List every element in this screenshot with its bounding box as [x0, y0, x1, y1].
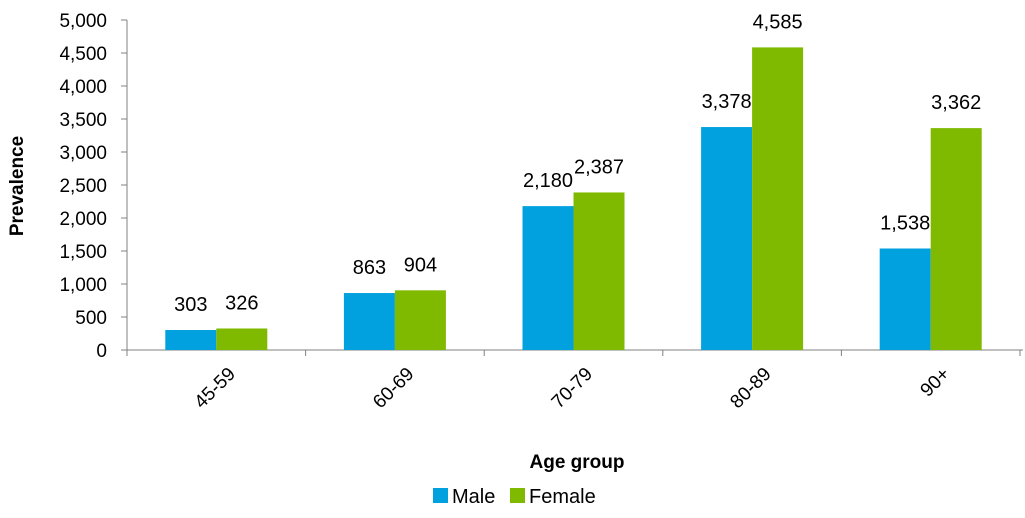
- y-tick-label: 4,000: [59, 77, 107, 98]
- x-tick-label: 90+: [917, 364, 955, 402]
- bar-female-70-79: [573, 192, 625, 350]
- data-label: 303: [174, 294, 207, 316]
- legend-swatch-female: [510, 488, 525, 503]
- y-tick-label: 4,500: [59, 44, 107, 65]
- data-label: 863: [353, 257, 386, 279]
- x-axis: 45-59 60-69 70-79 80-89 90+: [126, 349, 1023, 413]
- legend-label-male: Male: [452, 486, 495, 508]
- y-tick-label: 3,000: [59, 143, 107, 164]
- legend: Male Female: [433, 486, 596, 508]
- y-tick-label: 1,500: [59, 242, 107, 263]
- y-tick-label: 5,000: [59, 11, 107, 32]
- bar-female-45-59: [216, 328, 268, 350]
- bar-female-90+: [930, 128, 982, 350]
- data-label: 2,180: [523, 170, 573, 192]
- y-tick-label: 3,500: [59, 110, 107, 131]
- data-label: 904: [404, 254, 437, 276]
- x-tick-label: 80-89: [726, 364, 775, 413]
- y-tick-label: 1,000: [59, 275, 107, 296]
- bar-male-80-89: [701, 127, 753, 350]
- bar-male-45-59: [165, 330, 217, 350]
- data-label: 4,585: [753, 11, 803, 33]
- y-tick-label: 500: [75, 308, 107, 329]
- y-axis-title: Prevalence: [7, 136, 28, 236]
- y-tick-label: 2,500: [59, 176, 107, 197]
- bar-male-90+: [879, 248, 931, 350]
- data-label: 326: [225, 292, 258, 314]
- bar-female-80-89: [752, 47, 804, 350]
- x-tick-label: 45-59: [191, 364, 240, 413]
- x-tick-label: 70-79: [548, 364, 597, 413]
- y-tick-label: 0: [96, 341, 107, 362]
- data-labels: 303 863 2,180 3,378 1,538 326 904 2,387 4,585 3,3…: [174, 11, 981, 316]
- data-label: 3,362: [931, 92, 981, 114]
- bar-male-70-79: [522, 206, 574, 350]
- y-axis: 0 500 1,000 1,500 2,000 2,500 3,000 3,500 4,000 4…: [59, 11, 128, 362]
- legend-swatch-male: [433, 488, 448, 503]
- data-label: 2,387: [574, 156, 624, 178]
- y-tick-label: 2,000: [59, 209, 107, 230]
- data-label: 3,378: [702, 91, 752, 113]
- x-axis-title: Age group: [530, 452, 625, 473]
- bar-male-60-69: [343, 293, 395, 350]
- x-tick-label: 60-69: [369, 364, 418, 413]
- data-label: 1,538: [880, 212, 930, 234]
- bars: [165, 47, 982, 350]
- bar-female-60-69: [394, 290, 446, 350]
- legend-label-female: Female: [529, 486, 596, 508]
